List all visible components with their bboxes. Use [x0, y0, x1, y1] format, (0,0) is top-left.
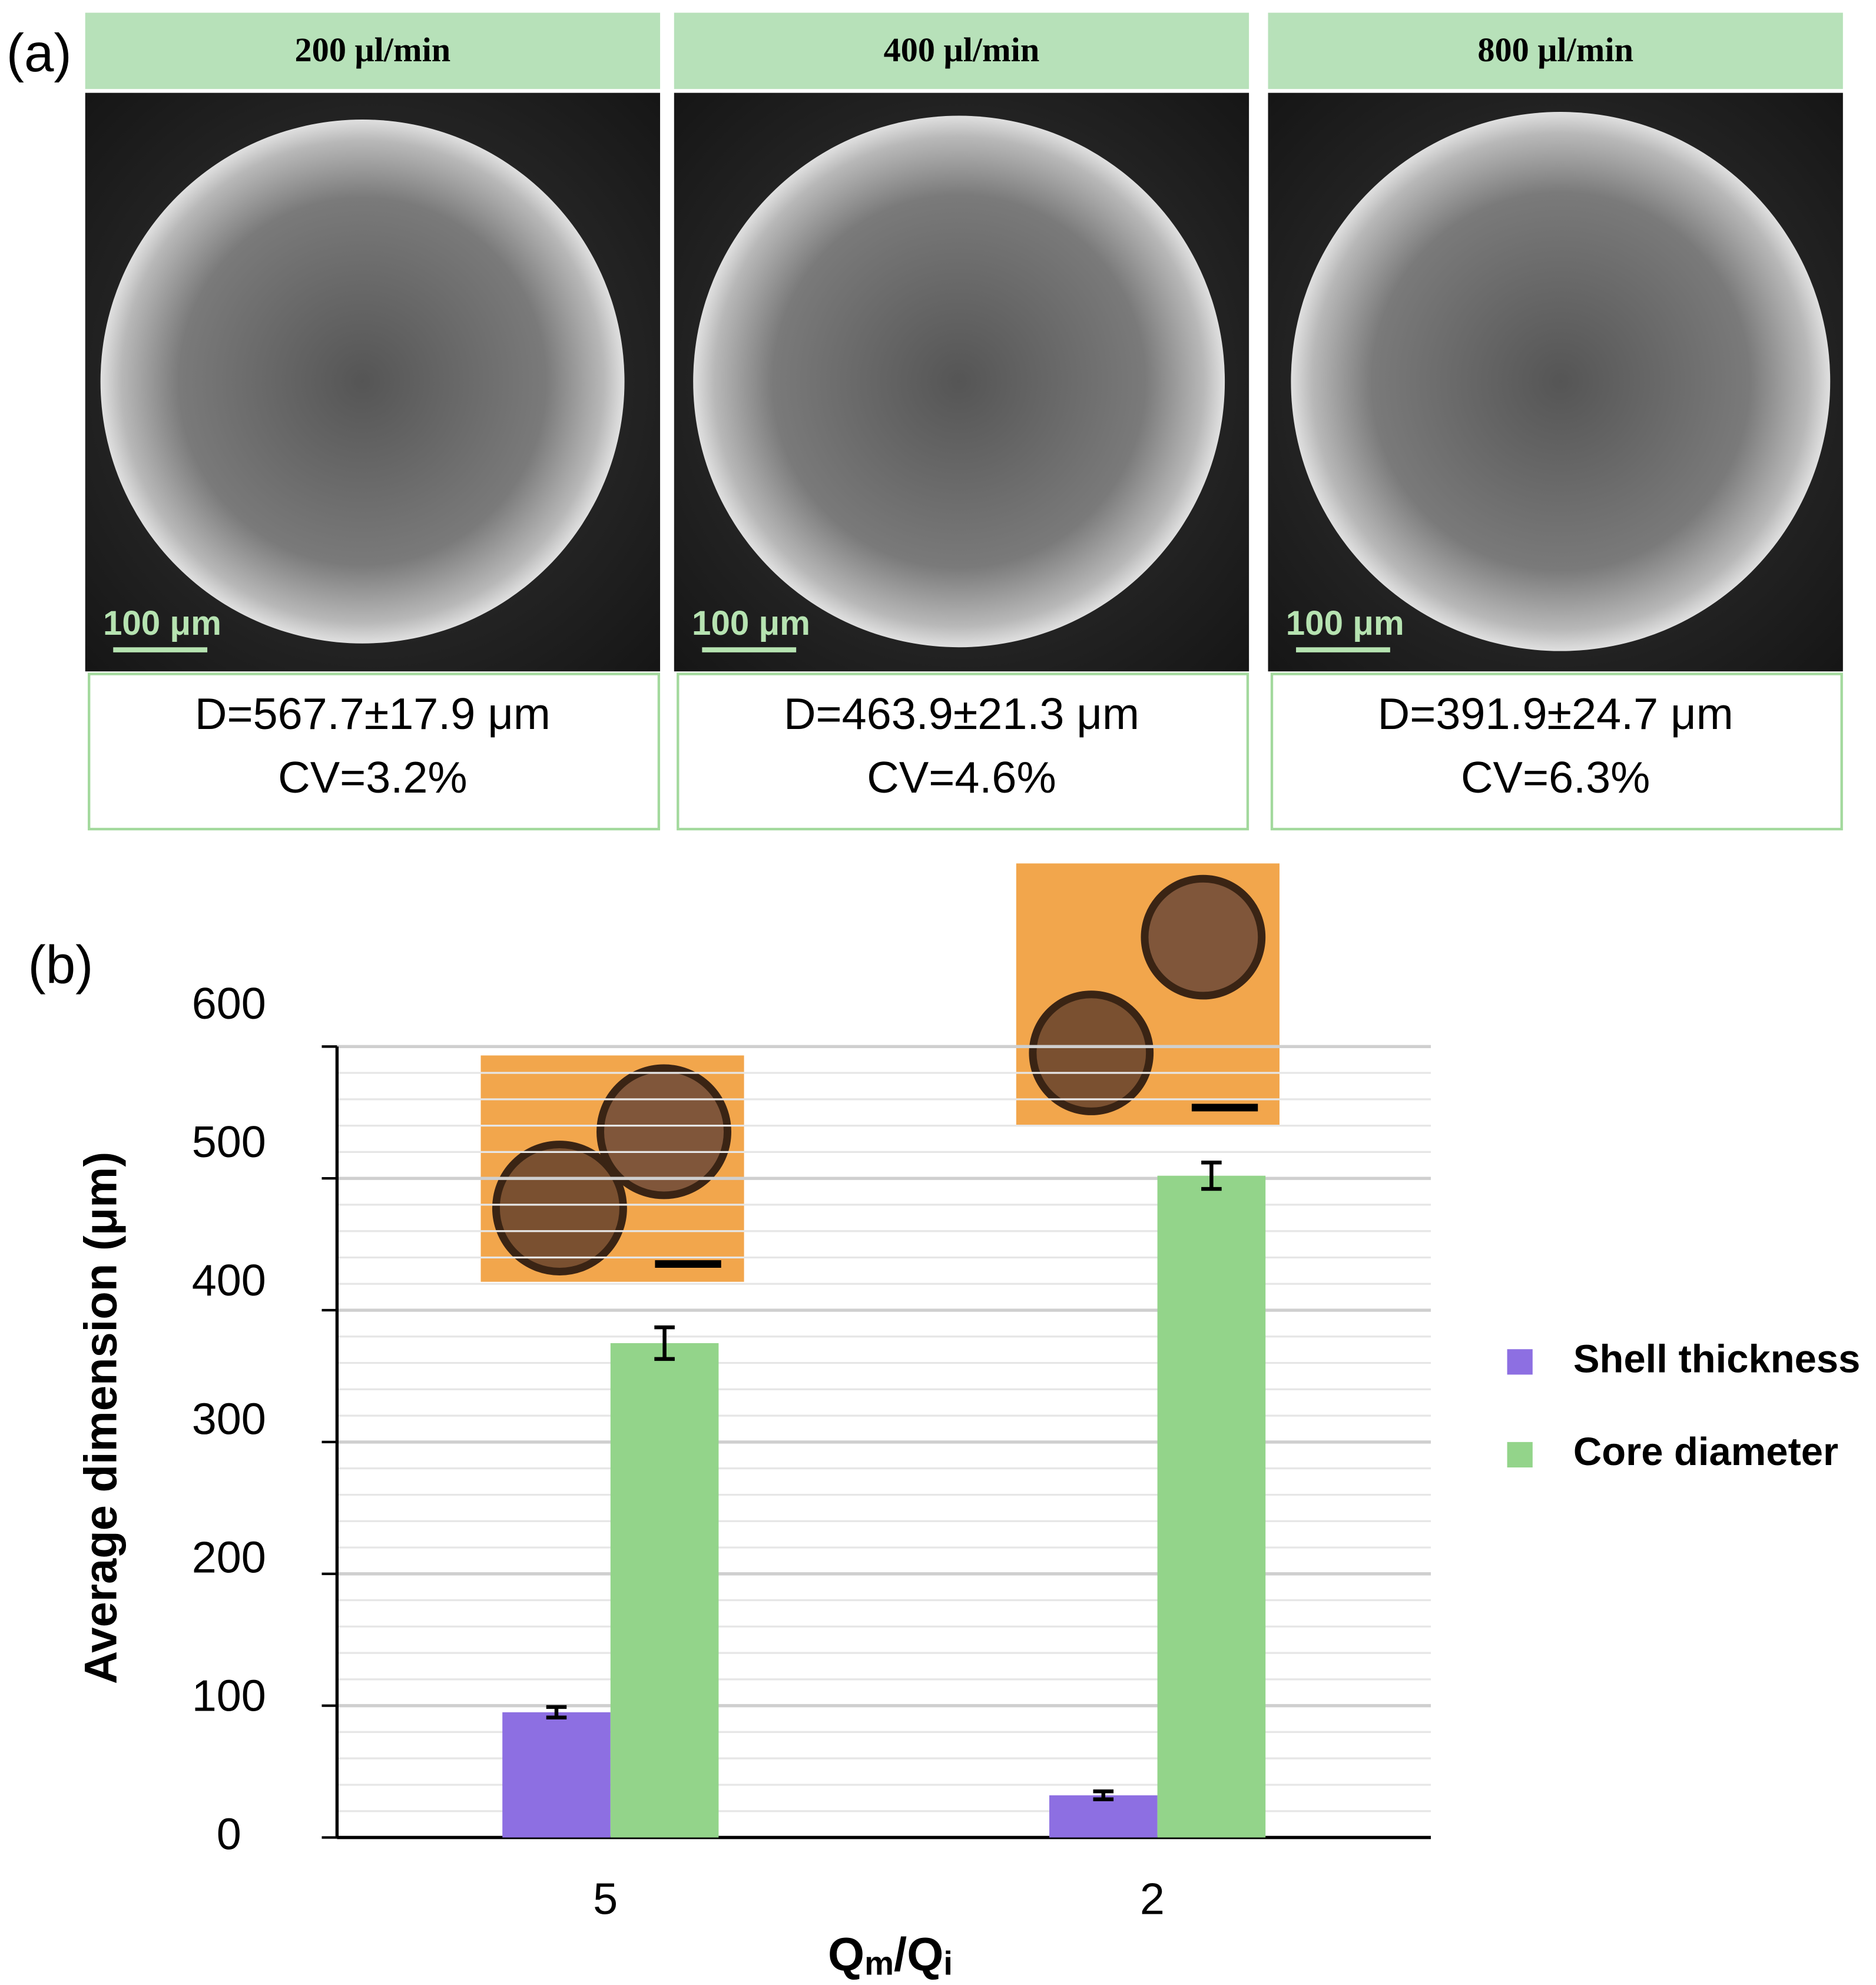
x-axis-label-part: m — [864, 1944, 894, 1981]
caption-box — [1270, 672, 1843, 831]
error-bar — [546, 1705, 567, 1720]
panel-label: (a) — [6, 24, 72, 83]
y-tick-label: 0 — [217, 1810, 241, 1859]
y-tick-label: 100 — [192, 1671, 266, 1721]
error-bar — [1093, 1789, 1114, 1801]
y-tick-label: 400 — [192, 1256, 266, 1305]
y-tick-label: 300 — [192, 1394, 266, 1444]
bar — [502, 1712, 611, 1838]
sem-sphere — [1291, 112, 1831, 651]
scale-bar-label: 100 μm — [692, 604, 810, 642]
y-tick-label: 500 — [192, 1118, 266, 1167]
error-bar — [654, 1325, 675, 1361]
panel-label: (b) — [28, 936, 94, 995]
y-axis-label: Average dimension (μm) — [76, 1152, 127, 1684]
sem-sphere — [693, 115, 1225, 648]
header-label: 800 μl/min — [1477, 31, 1633, 69]
legend-label: Core diameter — [1573, 1430, 1838, 1474]
cv-text: CV=3.2% — [278, 753, 467, 803]
caption-box — [88, 672, 661, 831]
x-axis-label-part: i — [943, 1944, 953, 1981]
legend-label: Shell thickness — [1573, 1337, 1860, 1381]
inset-image — [480, 1055, 744, 1282]
error-bar — [1201, 1161, 1222, 1191]
y-tick-label: 200 — [192, 1533, 266, 1582]
legend-swatch — [1507, 1349, 1533, 1375]
x-tick-label: 5 — [593, 1875, 618, 1924]
x-tick-label: 2 — [1140, 1875, 1165, 1924]
diameter-text: D=567.7±17.9 μm — [195, 690, 551, 739]
bar — [610, 1343, 719, 1838]
caption-box — [677, 672, 1249, 831]
header-box — [674, 12, 1249, 90]
header-box — [85, 12, 661, 90]
header-label: 200 μl/min — [295, 31, 451, 69]
header-label: 400 μl/min — [884, 31, 1040, 69]
x-axis-label-part: /Q — [894, 1928, 943, 1981]
diameter-text: D=391.9±24.7 μm — [1378, 690, 1734, 739]
x-axis-label-part: Q — [828, 1928, 864, 1981]
diameter-text: D=463.9±21.3 μm — [784, 690, 1139, 739]
bar — [1157, 1175, 1266, 1838]
header-box — [1268, 12, 1843, 90]
legend-swatch — [1507, 1441, 1533, 1468]
scale-bar-label: 100 μm — [1286, 604, 1404, 642]
cv-text: CV=6.3% — [1461, 753, 1650, 803]
x-axis-label: Qm/Qi — [828, 1928, 953, 1982]
y-tick-label: 600 — [192, 979, 266, 1029]
bar — [1049, 1795, 1158, 1838]
inset-image — [1016, 863, 1280, 1126]
sem-sphere — [100, 119, 625, 644]
scale-bar-label: 100 μm — [103, 604, 221, 642]
cv-text: CV=4.6% — [867, 753, 1056, 803]
